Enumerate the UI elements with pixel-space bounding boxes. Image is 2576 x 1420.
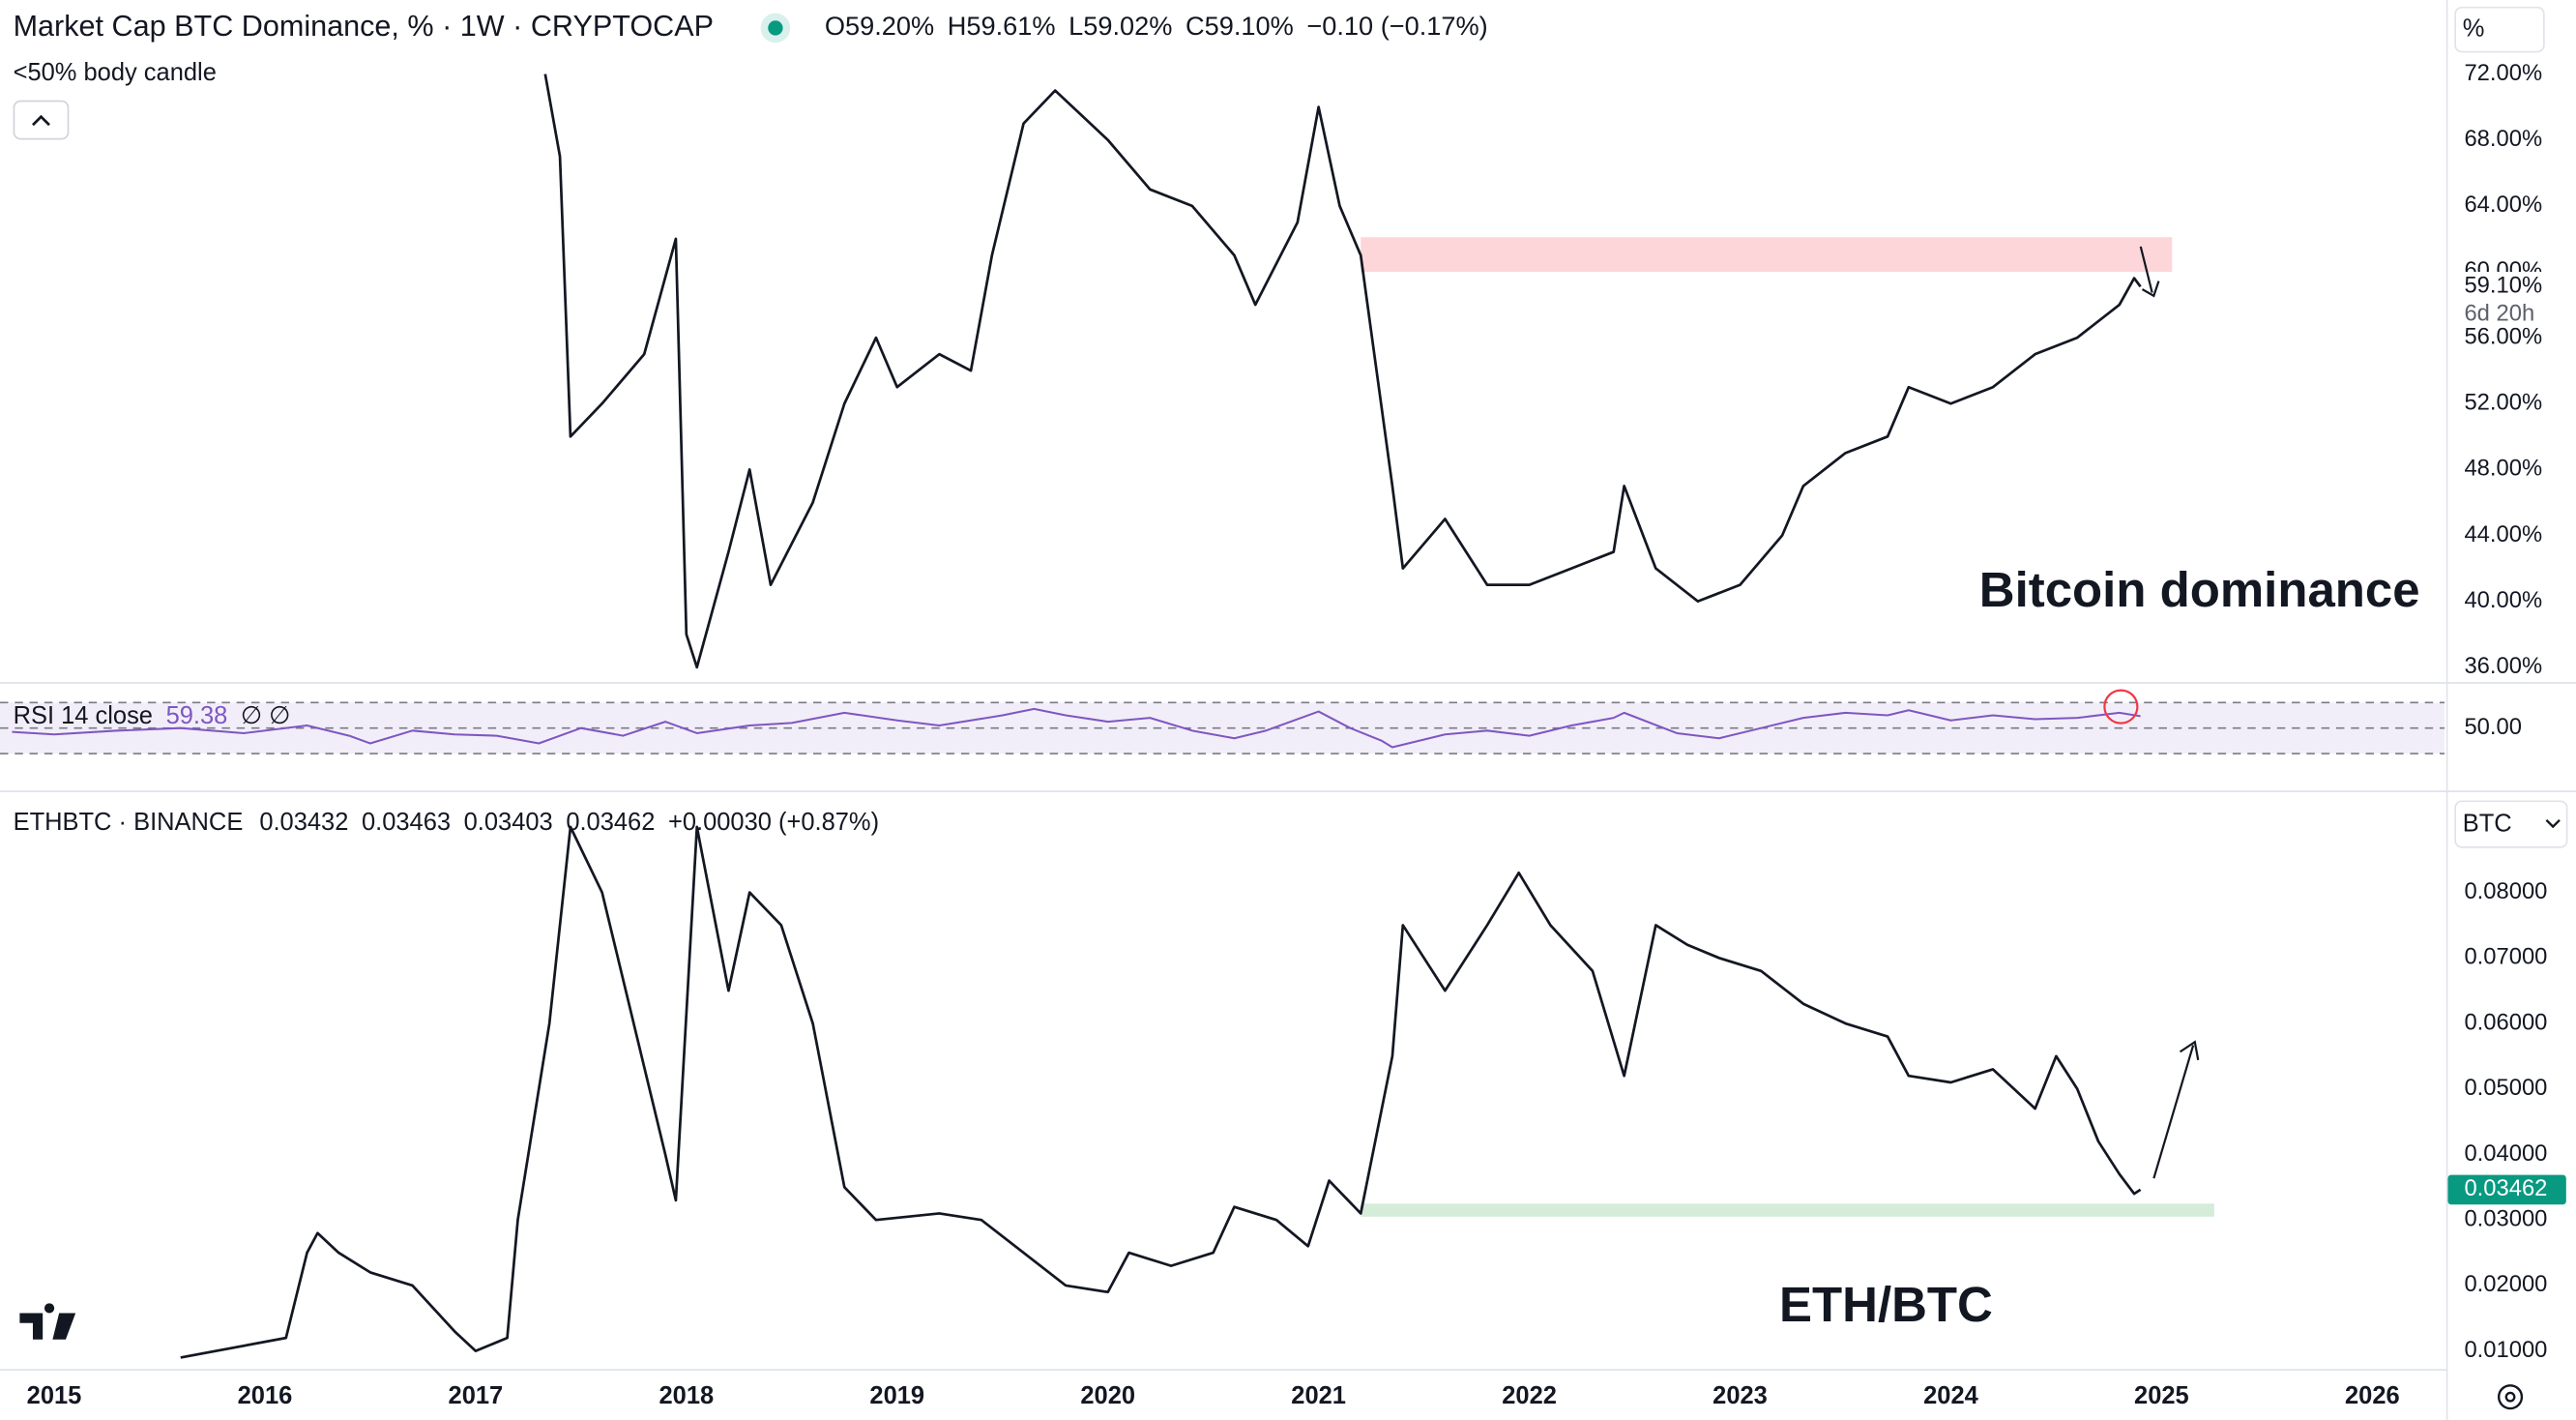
y-tick-label: 52.00% <box>2464 390 2542 416</box>
chart-title: Market Cap BTC Dominance, % · 1W · CRYPT… <box>14 10 714 43</box>
countdown: 6d 20h <box>2464 300 2534 326</box>
rsi-name: RSI 14 close <box>14 702 153 729</box>
series-line <box>543 74 2142 669</box>
settings-icon-center <box>2504 1391 2516 1403</box>
x-tick-label: 2026 <box>2345 1382 2400 1409</box>
x-tick-label: 2022 <box>1502 1382 1557 1409</box>
price-label-box <box>2447 272 2566 302</box>
y-tick-label: 0.02000 <box>2464 1271 2547 1297</box>
arrow <box>2152 1040 2200 1179</box>
zone <box>1361 1203 2214 1217</box>
y-tick-label: 68.00% <box>2464 126 2542 152</box>
countdown-box <box>2447 301 2566 328</box>
low: L59.02% <box>1068 11 1172 41</box>
annotation: Bitcoin dominance <box>1979 562 2420 617</box>
y-tick-label: 48.00% <box>2464 456 2542 482</box>
change: +0.00030 (+0.87%) <box>668 809 879 836</box>
x-tick-label: 2021 <box>1291 1382 1346 1409</box>
arrow <box>2139 246 2160 298</box>
open: O59.20% <box>825 11 934 41</box>
x-tick-label: 2018 <box>659 1382 714 1409</box>
rsi-value: 59.38 <box>166 702 228 729</box>
zones <box>0 237 2445 1217</box>
scale-button[interactable] <box>2454 6 2545 53</box>
zone <box>1361 237 2173 272</box>
y-tick-label: 0.05000 <box>2464 1075 2547 1101</box>
annotation: ETH/BTC <box>1779 1277 1993 1332</box>
high: 0.03463 <box>362 809 451 836</box>
x-tick-label: 2025 <box>2134 1382 2189 1409</box>
x-tick-label: 2017 <box>449 1382 504 1409</box>
y-tick-label: 0.04000 <box>2464 1140 2547 1167</box>
eth-title: ETHBTC · BINANCE 0.03432 0.03463 0.03403 0.0… <box>14 809 879 836</box>
change: −0.10 (−0.17%) <box>1306 11 1487 41</box>
close: C59.10% <box>1186 11 1294 41</box>
marks <box>12 74 2142 1359</box>
ohlc: O59.20% H59.61% L59.02% C59.10% −0.10 (−0.17… <box>825 11 1488 41</box>
price-label: 0.03462 <box>2464 1175 2547 1201</box>
rsi-title: RSI 14 close 59.38 ∅ ∅ <box>14 702 291 729</box>
series-line <box>180 825 2142 1359</box>
settings-icon[interactable] <box>2497 1384 2524 1410</box>
currency-button[interactable] <box>2454 800 2568 848</box>
symbol: ETHBTC · BINANCE <box>14 809 244 836</box>
indicator-label: <50% body candle <box>14 59 217 86</box>
y-tick-label: 36.00% <box>2464 653 2542 679</box>
rsi-flags: ∅ ∅ <box>241 702 290 729</box>
status-dot <box>768 20 783 36</box>
x-tick-label: 2023 <box>1712 1382 1768 1409</box>
y-tick-label: 50.00 <box>2464 714 2521 740</box>
price-label-box <box>2447 1174 2566 1205</box>
x-tick-label: 2024 <box>1923 1382 1978 1409</box>
close: 0.03462 <box>566 809 655 836</box>
price-label: 59.10% <box>2464 273 2542 299</box>
y-tick-label: 64.00% <box>2464 192 2542 218</box>
series-line <box>12 707 2141 749</box>
logo <box>19 1303 76 1340</box>
scale-button-label: % <box>2463 15 2485 42</box>
y-tick-label: 0.08000 <box>2464 878 2547 904</box>
x-tick-label: 2015 <box>27 1382 82 1409</box>
y-tick-label: 40.00% <box>2464 587 2542 613</box>
highlight-circle <box>2103 689 2139 725</box>
y-tick-label: 44.00% <box>2464 521 2542 547</box>
x-tick-label: 2019 <box>869 1382 924 1409</box>
collapse-button[interactable] <box>13 100 70 140</box>
chevron-down <box>2545 818 2561 829</box>
x-tick-label: 2016 <box>238 1382 293 1409</box>
y-tick-label: 0.03000 <box>2464 1205 2547 1231</box>
x-tick-label: 2020 <box>1080 1382 1135 1409</box>
currency-button-label: BTC <box>2463 811 2512 838</box>
y-tick-label: 0.01000 <box>2464 1337 2547 1363</box>
y-tick-label: 72.00% <box>2464 60 2542 86</box>
y-tick-label: 0.07000 <box>2464 944 2547 970</box>
y-tick-label: 56.00% <box>2464 323 2542 349</box>
high: H59.61% <box>948 11 1056 41</box>
y-tick-label: 0.06000 <box>2464 1009 2547 1035</box>
chevron-up <box>32 114 50 127</box>
open: 0.03432 <box>259 809 348 836</box>
low: 0.03403 <box>464 809 553 836</box>
